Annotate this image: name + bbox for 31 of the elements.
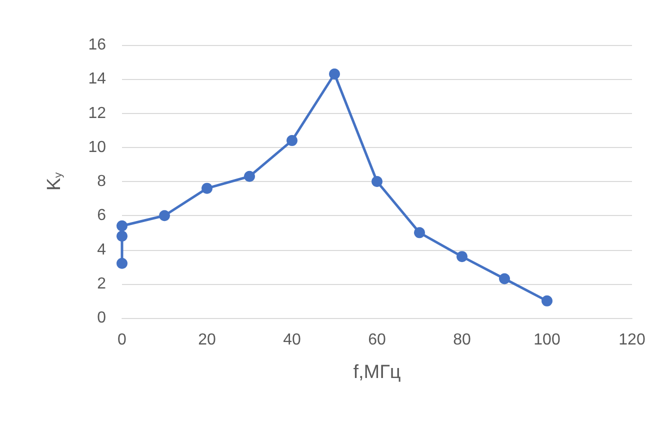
- x-tick-label: 0: [118, 332, 127, 348]
- point: [372, 176, 382, 187]
- y-tick-label: 4: [97, 241, 106, 258]
- x-tick-label: 80: [453, 332, 471, 348]
- point: [159, 210, 170, 222]
- y-tick-label: 10: [88, 138, 106, 156]
- y-tick-label: 6: [97, 207, 106, 224]
- point: [499, 273, 510, 284]
- point: [286, 135, 298, 146]
- point: [414, 227, 425, 238]
- point: [244, 170, 255, 182]
- point: [329, 68, 340, 80]
- y-tick-label: 2: [97, 275, 106, 292]
- x-tick-label: 20: [198, 332, 216, 348]
- x-tick-label: 120: [618, 332, 646, 348]
- y-tick-label: 8: [97, 173, 106, 190]
- x-tick-label: 100: [534, 332, 560, 348]
- point: [542, 295, 552, 306]
- point: [116, 230, 128, 242]
- point: [202, 182, 212, 194]
- y-tick-label: 14: [88, 70, 106, 88]
- point: [116, 220, 128, 232]
- y-tick-label: 0: [97, 310, 106, 326]
- y-axis-title: Kу: [44, 172, 65, 191]
- x-tick-label: 60: [368, 332, 386, 348]
- x-tick-label: 40: [283, 332, 301, 348]
- x-axis-title: f,МГц: [353, 362, 401, 383]
- y-tick-label: 16: [88, 36, 106, 54]
- point: [116, 258, 128, 269]
- y-tick-label: 12: [88, 104, 106, 122]
- point: [456, 251, 468, 262]
